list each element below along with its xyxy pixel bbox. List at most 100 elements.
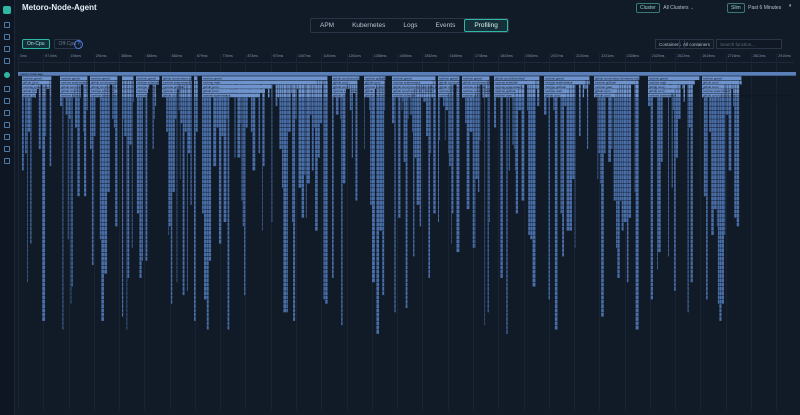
kubernetes-icon[interactable] (4, 86, 10, 92)
flame-frame[interactable] (475, 162, 478, 167)
flame-frame[interactable] (376, 201, 380, 205)
flame-frame[interactable] (426, 93, 429, 98)
flame-frame[interactable] (325, 274, 328, 278)
flame-frame[interactable] (430, 110, 432, 115)
flame-frame[interactable] (370, 115, 372, 119)
flame-frame[interactable] (25, 110, 27, 115)
flame-frame[interactable] (474, 239, 476, 244)
flame-frame[interactable] (208, 209, 212, 214)
flame-frame[interactable] (394, 274, 396, 278)
flame-frame[interactable] (414, 115, 417, 119)
flame-frame[interactable] (67, 235, 69, 240)
flame-frame[interactable] (168, 192, 171, 197)
flame-frame[interactable] (419, 213, 422, 218)
flame-frame[interactable] (244, 252, 246, 257)
flame-frame[interactable] (282, 162, 284, 167)
flame-frame[interactable] (182, 274, 185, 278)
flame-frame[interactable] (325, 218, 328, 222)
flame-frame[interactable] (466, 201, 470, 205)
flame-frame[interactable] (182, 265, 185, 270)
flame-frame[interactable] (136, 89, 148, 93)
flame-frame[interactable] (472, 162, 475, 167)
flame-frame[interactable] (123, 110, 125, 115)
flame-frame[interactable] (194, 80, 196, 85)
flame-frame[interactable] (204, 170, 207, 175)
flame-frame[interactable] (42, 97, 46, 102)
flame-frame[interactable] (190, 102, 192, 106)
flame-frame[interactable] (131, 106, 133, 111)
flame-frame[interactable] (186, 97, 188, 102)
flame-frame[interactable] (293, 231, 296, 235)
flame-frame[interactable] (315, 140, 318, 145)
flame-frame[interactable] (91, 106, 94, 111)
flame-frame[interactable] (141, 252, 143, 257)
flame-frame[interactable] (42, 110, 46, 115)
flame-frame[interactable] (186, 132, 188, 136)
flame-frame[interactable] (353, 84, 356, 89)
flame-frame[interactable] (317, 106, 320, 111)
flame-frame[interactable] (456, 192, 460, 197)
flame-frame[interactable] (77, 89, 80, 93)
flame-frame[interactable] (514, 153, 516, 158)
flame-frame[interactable] (141, 102, 143, 106)
flame-frame[interactable] (351, 106, 353, 111)
flame-frame[interactable] (413, 106, 415, 111)
flame-frame[interactable] (438, 183, 440, 188)
flame-frame[interactable] (472, 175, 475, 179)
flame-frame[interactable] (474, 192, 476, 197)
flame-frame[interactable] (27, 140, 28, 145)
flame-frame[interactable] (62, 295, 64, 300)
flame-frame[interactable] (341, 97, 343, 102)
flame-frame[interactable] (245, 97, 248, 102)
flame-frame[interactable] (202, 192, 204, 197)
flame-frame[interactable] (227, 248, 230, 253)
flame-frame[interactable] (341, 123, 343, 128)
flame-frame[interactable] (301, 123, 305, 128)
flame-frame[interactable] (30, 226, 32, 231)
flame-frame[interactable] (384, 102, 386, 106)
flame-frame[interactable] (438, 145, 440, 149)
flame-frame[interactable] (104, 209, 108, 214)
flame-frame[interactable] (283, 196, 287, 201)
flame-frame[interactable] (438, 205, 440, 210)
flame-frame[interactable] (456, 170, 460, 175)
flame-frame[interactable] (262, 110, 263, 115)
flame-frame[interactable] (49, 153, 52, 158)
flame-frame[interactable] (30, 209, 32, 214)
flame-frame[interactable] (355, 170, 358, 175)
flame-frame[interactable] (472, 213, 475, 218)
flame-frame[interactable] (283, 244, 287, 248)
flame-frame[interactable] (190, 166, 192, 171)
flame-frame[interactable] (472, 158, 475, 162)
flame-frame[interactable] (129, 110, 132, 115)
flame-frame[interactable] (126, 252, 128, 257)
flame-frame[interactable] (305, 132, 307, 136)
flame-frame[interactable] (186, 170, 188, 175)
flame-frame[interactable] (475, 140, 478, 145)
flame-frame[interactable] (194, 132, 196, 136)
flame-frame[interactable] (104, 84, 108, 89)
flame-frame[interactable] (332, 110, 334, 115)
flame-frame[interactable] (176, 162, 178, 167)
flame-frame[interactable] (252, 132, 256, 136)
flame-frame[interactable] (194, 231, 196, 235)
flame-frame[interactable] (234, 97, 236, 102)
flame-frame[interactable] (127, 166, 130, 171)
flame-frame[interactable] (405, 153, 408, 158)
flame-frame[interactable] (282, 145, 284, 149)
flame-frame[interactable] (262, 222, 263, 227)
flame-frame[interactable] (227, 183, 230, 188)
flame-frame[interactable] (405, 252, 408, 257)
flame-frame[interactable] (152, 136, 154, 141)
flame-frame[interactable] (182, 192, 185, 197)
flame-frame[interactable] (379, 222, 382, 227)
flame-frame[interactable] (444, 97, 446, 102)
flame-frame[interactable] (414, 136, 417, 141)
flame-frame[interactable] (439, 136, 441, 141)
flame-frame[interactable] (398, 170, 401, 175)
flame-frame[interactable] (325, 209, 328, 214)
flame-frame[interactable] (213, 102, 217, 106)
flame-frame[interactable] (93, 119, 96, 124)
flame-frame[interactable] (279, 84, 282, 89)
flame-frame[interactable] (30, 231, 32, 235)
